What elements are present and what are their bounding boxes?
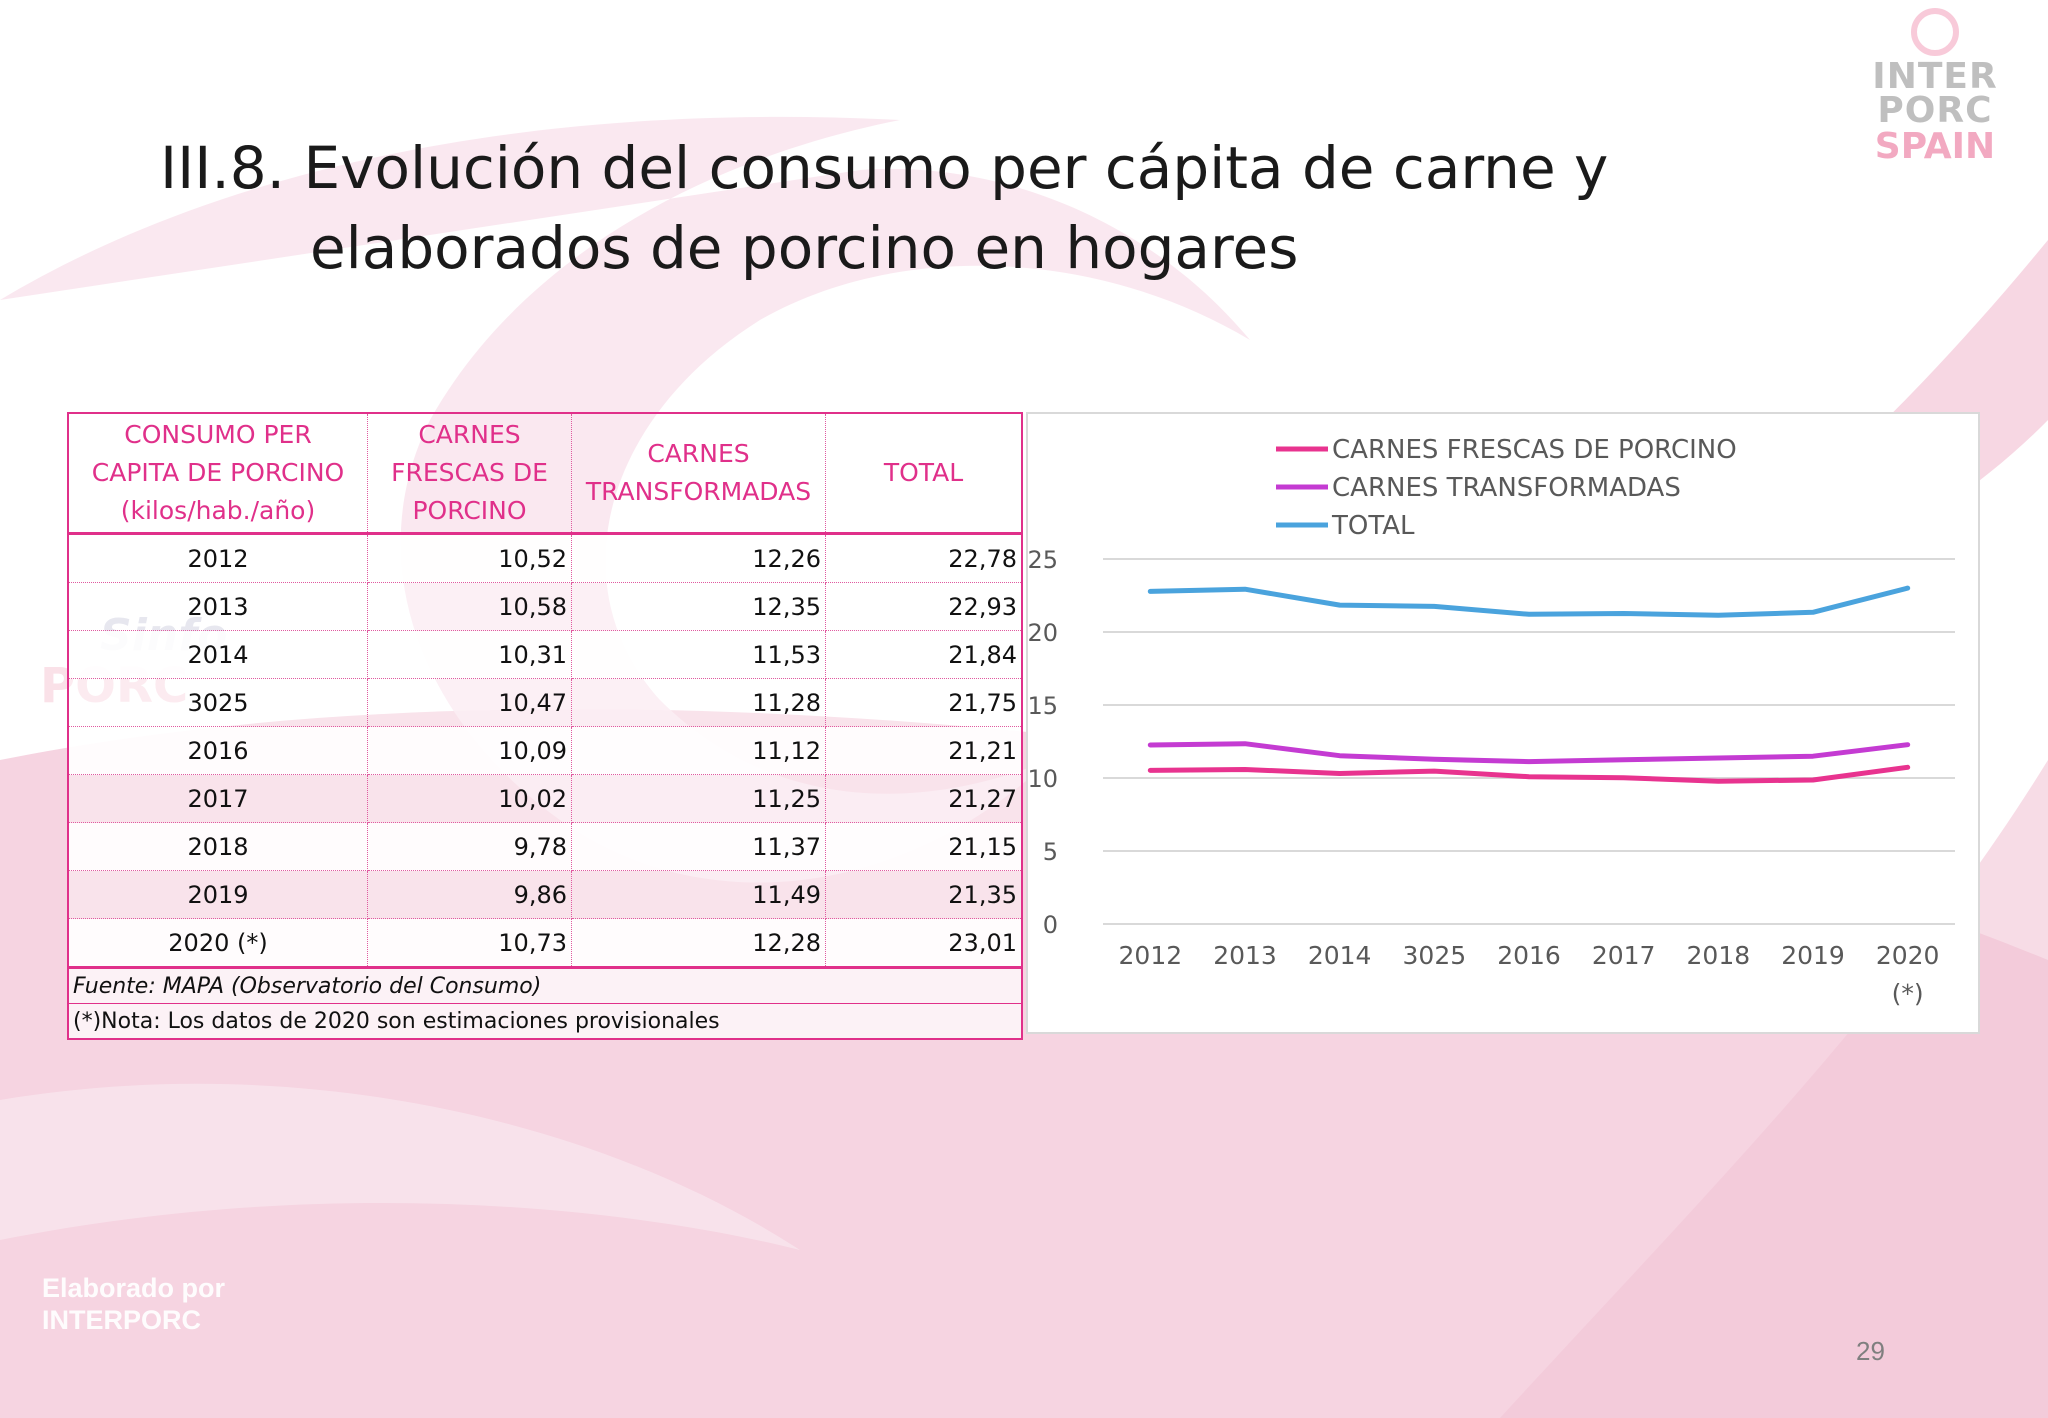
table-row: 2014 10,31 11,53 21,84 (67, 630, 1023, 679)
cell-processed: 11,37 (571, 822, 826, 871)
x-tick-label: 3025 (1403, 941, 1467, 970)
credit: Elaborado por INTERPORC (42, 1272, 225, 1336)
cell-total: 22,93 (825, 582, 1023, 631)
cell-fresh: 10,52 (367, 533, 572, 583)
header-cell-total: TOTAL (825, 412, 1023, 535)
y-tick-label: 25 (1028, 546, 1058, 574)
table-row: 2013 10,58 12,35 22,93 (67, 582, 1023, 631)
cell-processed: 12,26 (571, 533, 826, 583)
cell-fresh: 10,47 (367, 678, 572, 727)
table-row: 3025 10,47 11,28 21,75 (67, 678, 1023, 727)
cell-year: 2012 (67, 533, 368, 583)
y-tick-label: 0 (1043, 911, 1058, 939)
cell-year: 2013 (67, 582, 368, 631)
table-row: 2016 10,09 11,12 21,21 (67, 726, 1023, 775)
cell-processed: 12,35 (571, 582, 826, 631)
cell-processed: 11,28 (571, 678, 826, 727)
cell-fresh: 9,78 (367, 822, 572, 871)
x-tick-label: 2012 (1119, 941, 1183, 970)
table-row: 2017 10,02 11,25 21,27 (67, 774, 1023, 823)
table-note-row: (*)Nota: Los datos de 2020 son estimacio… (67, 1003, 1023, 1040)
cell-processed: 12,28 (571, 918, 826, 969)
cell-year: 2016 (67, 726, 368, 775)
y-tick-label: 20 (1028, 619, 1058, 647)
cell-year: 2020 (*) (67, 918, 368, 969)
x-tick-label: 2020 (*) (1876, 941, 1940, 1008)
cell-total: 22,78 (825, 533, 1023, 583)
table-header-row: CONSUMO PER CAPITA DE PORCINO (kilos/hab./… (67, 412, 1023, 535)
x-tick-label: 2018 (1687, 941, 1751, 970)
title-line-1: III.8. Evolución del consumo per cápita … (160, 134, 1609, 202)
x-tick-label: 2017 (1592, 941, 1656, 970)
line-chart: 0 5 10 15 20 25 2012 2013 2014 3025 2016 2017 2018 20… (1026, 412, 1980, 1034)
interporc-logo: INTER PORC SPAIN (1870, 8, 2000, 166)
line-chart-svg: 0 5 10 15 20 25 2012 2013 2014 3025 2016 2017 2018 20… (1028, 435, 1955, 1008)
legend-label: TOTAL (1331, 511, 1415, 541)
table-note: (*)Nota: Los datos de 2020 son estimacio… (67, 1003, 1023, 1040)
table-source-row: Fuente: MAPA (Observatorio del Consumo) (67, 967, 1023, 1004)
series-line-0 (1147, 764, 1911, 784)
table-row: 2012 10,52 12,26 22,78 (67, 533, 1023, 583)
logo-word-3: SPAIN (1874, 126, 1996, 167)
cell-year: 2019 (67, 870, 368, 919)
cell-processed: 11,49 (571, 870, 826, 919)
table-row: 2020 (*) 10,73 12,28 23,01 (67, 918, 1023, 969)
consumption-table: CONSUMO PER CAPITA DE PORCINO (kilos/hab./… (67, 412, 1023, 1040)
cell-total: 21,84 (825, 630, 1023, 679)
cell-total: 21,75 (825, 678, 1023, 727)
cell-fresh: 9,86 (367, 870, 572, 919)
header-cell-fresh: CARNES FRESCAS DE PORCINO (367, 412, 572, 535)
cell-fresh: 10,02 (367, 774, 572, 823)
cell-processed: 11,53 (571, 630, 826, 679)
header-cell-processed: CARNES TRANSFORMADAS (571, 412, 826, 535)
series-line-2 (1147, 585, 1911, 618)
table-source: Fuente: MAPA (Observatorio del Consumo) (67, 967, 1023, 1004)
series-line-1 (1147, 741, 1911, 765)
legend-label: CARNES TRANSFORMADAS (1332, 473, 1681, 503)
cell-year: 3025 (67, 678, 368, 727)
y-tick-label: 10 (1028, 765, 1058, 793)
y-tick-label: 5 (1043, 838, 1058, 866)
cell-year: 2017 (67, 774, 368, 823)
cell-fresh: 10,73 (367, 918, 572, 969)
credit-line-2: INTERPORC (42, 1305, 202, 1335)
page-number: 29 (1856, 1336, 1885, 1366)
credit-line-1: Elaborado por (42, 1273, 226, 1303)
title-line-2: elaborados de porcino en hogares (310, 214, 1299, 282)
cell-fresh: 10,31 (367, 630, 572, 679)
cell-total: 21,35 (825, 870, 1023, 919)
cell-fresh: 10,09 (367, 726, 572, 775)
cell-total: 21,15 (825, 822, 1023, 871)
legend-label: CARNES FRESCAS DE PORCINO (1332, 435, 1737, 465)
cell-total: 21,21 (825, 726, 1023, 775)
cell-processed: 11,12 (571, 726, 826, 775)
header-cell-concept: CONSUMO PER CAPITA DE PORCINO (kilos/hab./… (67, 412, 368, 535)
page-title: III.8. Evolución del consumo per cápita … (160, 128, 1608, 288)
cell-year: 2018 (67, 822, 368, 871)
x-tick-label: 2014 (1308, 941, 1372, 970)
x-tick-label: 2013 (1213, 941, 1277, 970)
x-tick-label: 2019 (1781, 941, 1845, 970)
table-row: 2018 9,78 11,37 21,15 (67, 822, 1023, 871)
x-tick-label: 2016 (1497, 941, 1561, 970)
logo-word-1: INTER (1872, 56, 1998, 97)
table-row: 2019 9,86 11,49 21,35 (67, 870, 1023, 919)
y-tick-label: 15 (1028, 692, 1058, 720)
swirl-icon (1911, 8, 1959, 56)
cell-total: 21,27 (825, 774, 1023, 823)
cell-fresh: 10,58 (367, 582, 572, 631)
cell-processed: 11,25 (571, 774, 826, 823)
cell-year: 2014 (67, 630, 368, 679)
logo-word-2: PORC (1877, 90, 1993, 131)
cell-total: 23,01 (825, 918, 1023, 969)
